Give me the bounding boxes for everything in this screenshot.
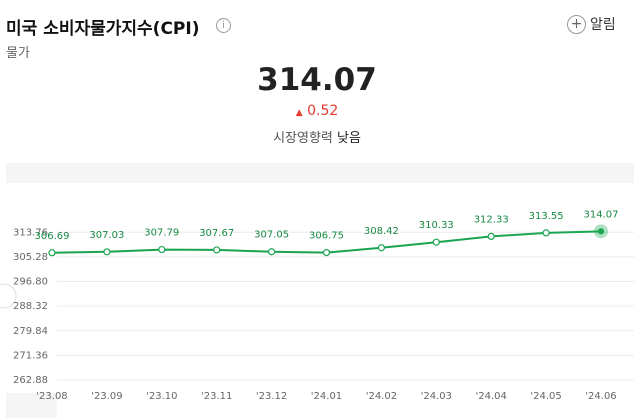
axis-area [6,183,57,393]
x-tick-label: '23.09 [91,391,122,402]
y-tick-label: 305.28 [13,252,48,263]
value-label: 313.55 [529,211,564,222]
point [268,248,276,256]
info-icon[interactable]: i [216,18,231,33]
x-tick-label: '23.11 [201,391,232,402]
title: 미국 소비자물가지수(CPI) [6,19,200,39]
impact: 시장영향력 낮음 [0,127,634,146]
y-tick-label: 313.76 [13,227,48,238]
y-tick-label: 262.88 [13,375,48,386]
alarm-label: 알림 [590,17,616,33]
point [542,229,550,237]
value-label: 312.33 [474,214,509,225]
point [377,244,385,252]
point [432,238,440,246]
impact-label: 시장영향력 [273,131,333,146]
value-label: 306.69 [35,231,70,242]
x-tick-label: '24.03 [421,391,452,402]
value-label: 314.07 [584,209,619,220]
current-value: 314.07 [257,62,377,98]
point [597,228,605,235]
point [48,249,56,257]
y-tick-label: 296.80 [13,277,48,288]
point [213,246,221,254]
value-label: 307.03 [89,230,124,241]
value-label: 310.33 [419,220,454,231]
x-tick-label: '23.12 [256,391,287,402]
x-tick-label: '24.06 [585,391,616,402]
plot-area [57,183,634,418]
x-tick-label: '24.04 [476,391,507,402]
value-label: 307.05 [254,230,289,241]
x-tick-label: '24.02 [366,391,397,402]
change-value: 0.52 [307,103,339,119]
x-tick-label: '24.05 [530,391,561,402]
x-tick-label: '23.08 [36,391,67,402]
y-tick-label: 271.36 [13,350,48,361]
impact-level: 낮음 [337,131,361,146]
x-tick-label: '23.10 [146,391,177,402]
point [103,248,111,256]
alarm-button[interactable]: + 알림 [567,14,616,34]
y-tick-label: 288.32 [13,301,48,312]
x-tick-label: '24.01 [311,391,342,402]
value-label: 307.67 [199,228,234,239]
point [322,249,331,257]
value-label: 306.75 [309,231,344,242]
prev-button[interactable] [0,283,17,309]
value-label: 308.42 [364,226,399,237]
plus-icon: + [567,14,586,34]
point [158,245,166,254]
category: 물가 [6,46,30,61]
change: ▲ 0.52 [295,103,339,119]
y-tick-label: 279.84 [13,326,48,337]
value-label: 307.79 [144,228,179,239]
point [487,232,495,241]
